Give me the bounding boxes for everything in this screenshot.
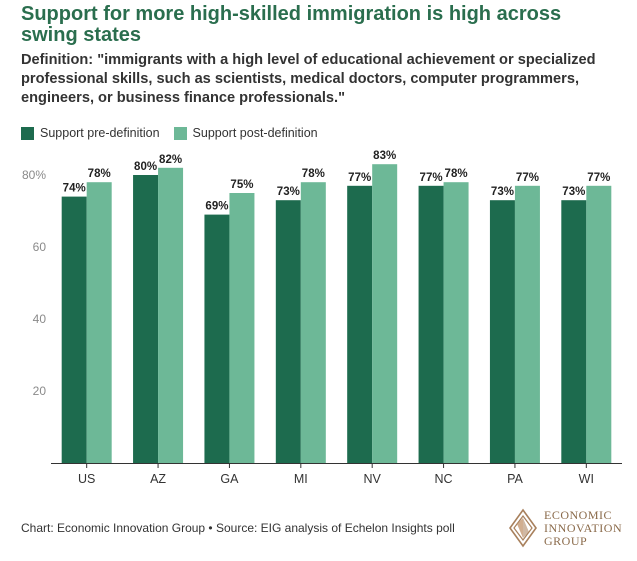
logo-line-2: INNOVATION — [544, 521, 623, 535]
data-label: 77% — [348, 172, 371, 184]
data-label: 77% — [420, 172, 443, 184]
x-tick-label: NV — [364, 472, 382, 486]
data-label: 78% — [88, 168, 111, 180]
logo-line-3: GROUP — [544, 534, 588, 548]
legend-label-post: Support post-definition — [192, 126, 318, 140]
data-label: 82% — [159, 154, 182, 166]
logo-wordmark: ECONOMIC INNOVATION GROUP — [544, 509, 622, 548]
data-label: 78% — [302, 168, 325, 180]
data-label: 83% — [373, 150, 396, 162]
data-label: 73% — [491, 186, 514, 198]
chart-title: Support for more high-skilled immigratio… — [21, 3, 562, 46]
x-tick-label: US — [78, 472, 95, 486]
x-tick-label: GA — [220, 472, 239, 486]
bar-pre-ga — [204, 214, 230, 463]
bar-pre-nv — [347, 185, 373, 464]
bar-post-us — [86, 182, 112, 463]
x-tick-label: AZ — [150, 472, 166, 486]
x-tick-label: PA — [507, 472, 523, 486]
y-tick-label: 80% — [22, 168, 46, 182]
data-label: 77% — [587, 172, 610, 184]
logo-line-1: ECONOMIC — [544, 508, 613, 522]
y-tick-label: 40 — [33, 312, 47, 326]
bar-pre-mi — [275, 200, 301, 463]
bar-pre-wi — [561, 200, 587, 463]
bar-post-wi — [586, 185, 612, 464]
x-tick-label: WI — [579, 472, 594, 486]
bar-pre-az — [133, 175, 159, 463]
bar-pre-us — [61, 196, 87, 463]
data-label: 74% — [63, 183, 86, 195]
legend-swatch-post — [173, 126, 187, 140]
legend-label-pre: Support pre-definition — [40, 126, 160, 140]
data-label: 80% — [134, 161, 157, 173]
data-label: 73% — [277, 186, 300, 198]
bar-post-ga — [229, 193, 255, 463]
diamond-logo-icon — [509, 508, 537, 548]
legend-item-pre: Support pre-definition — [21, 126, 160, 140]
legend-swatch-pre — [21, 126, 34, 140]
data-label: 78% — [445, 168, 468, 180]
y-tick-label: 60 — [33, 240, 47, 254]
bar-post-az — [158, 167, 184, 464]
bar-post-nv — [372, 164, 398, 463]
chart-subtitle: Definition: "immigrants with a high leve… — [21, 52, 596, 106]
data-label: 75% — [230, 179, 253, 191]
eig-logo: ECONOMIC INNOVATION GROUP — [508, 508, 626, 550]
y-tick-label: 20 — [33, 384, 47, 398]
bar-post-pa — [514, 185, 540, 464]
source-note: Chart: Economic Innovation Group • Sourc… — [21, 521, 455, 535]
x-tick-label: NC — [435, 472, 453, 486]
data-label: 69% — [205, 201, 228, 213]
data-label: 77% — [516, 172, 539, 184]
bar-post-mi — [300, 182, 326, 463]
legend: Support pre-definition Support post-defi… — [21, 124, 332, 142]
legend-item-post: Support post-definition — [173, 126, 318, 140]
data-label: 73% — [562, 186, 585, 198]
bar-post-nc — [443, 182, 469, 463]
bar-pre-pa — [489, 200, 515, 463]
bar-pre-nc — [418, 185, 444, 464]
x-tick-label: MI — [294, 472, 308, 486]
